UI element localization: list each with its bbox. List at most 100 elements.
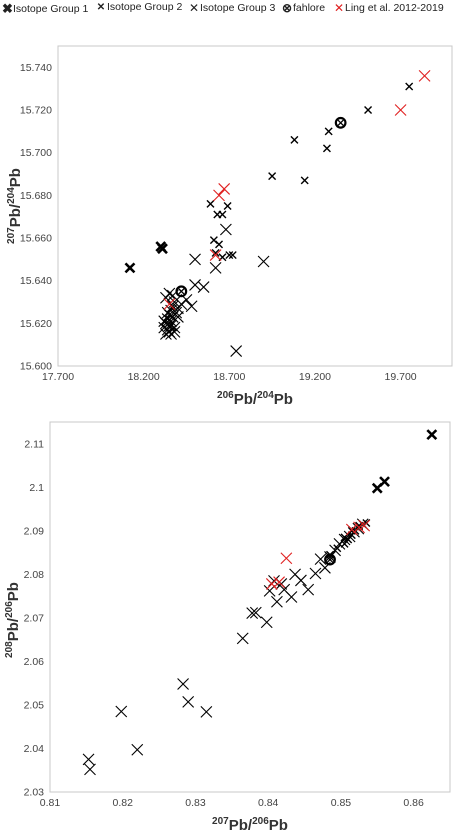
series-4 xyxy=(163,69,431,311)
x-marker-icon: ✕ xyxy=(334,1,345,15)
y-tick-label: 15.600 xyxy=(20,361,52,373)
data-point xyxy=(175,285,188,298)
data-point xyxy=(268,172,277,181)
data-point xyxy=(211,248,220,257)
y-tick-label: 2.06 xyxy=(24,656,45,668)
legend-item-ling: ✕ Ling et al. 2012-2019 xyxy=(334,1,444,15)
data-point xyxy=(257,255,270,268)
x-tick-label: 19.200 xyxy=(299,371,331,383)
plot-area-frame xyxy=(49,421,451,793)
series-0 xyxy=(124,241,168,274)
data-point xyxy=(131,743,144,756)
y-tick-label: 2.07 xyxy=(24,612,45,624)
data-point xyxy=(160,328,172,340)
y-tick-label: 15.740 xyxy=(20,62,52,74)
data-point xyxy=(379,476,390,488)
series-1 xyxy=(206,82,414,262)
data-point xyxy=(394,104,407,116)
data-point xyxy=(165,319,177,332)
data-point xyxy=(189,253,201,266)
y-tick-label: 15.700 xyxy=(20,147,52,159)
legend-item-group2: ✕ Isotope Group 2 xyxy=(96,1,183,13)
data-point xyxy=(246,607,259,619)
y-tick-label: 15.620 xyxy=(20,318,52,330)
data-point xyxy=(295,574,307,587)
data-point xyxy=(278,583,291,596)
data-point xyxy=(213,189,225,202)
series-3 xyxy=(324,553,336,566)
plot-area-frame xyxy=(57,45,453,367)
data-point xyxy=(300,176,309,185)
data-point xyxy=(334,116,347,129)
y-tick-label: 15.720 xyxy=(20,105,52,117)
data-point xyxy=(405,82,414,91)
data-point xyxy=(223,202,232,210)
data-point xyxy=(236,632,249,645)
data-point xyxy=(265,578,278,590)
data-point xyxy=(206,199,215,208)
legend-label: Ling et al. 2012-2019 xyxy=(345,2,444,14)
data-points xyxy=(82,429,438,776)
x-tick-label: 0.83 xyxy=(185,797,206,809)
data-point xyxy=(426,429,438,441)
data-point xyxy=(84,763,96,776)
x-tick-label: 0.84 xyxy=(258,797,279,809)
y-tick-label: 2.09 xyxy=(24,525,45,537)
y-tick-label: 2.1 xyxy=(29,482,44,494)
data-point xyxy=(314,553,327,566)
x-tick-label: 17.700 xyxy=(42,371,74,383)
data-point xyxy=(168,321,181,334)
data-point xyxy=(165,328,177,340)
y-tick-label: 2.03 xyxy=(24,787,45,799)
x-tick-label: 18.700 xyxy=(213,371,245,383)
data-point xyxy=(182,696,195,708)
data-point xyxy=(290,135,299,144)
data-point xyxy=(418,69,431,82)
legend-label: Isotope Group 3 xyxy=(200,2,276,14)
data-point xyxy=(302,583,315,596)
chart-legend: ✖ Isotope Group 1 ✕ Isotope Group 2 ✕ Is… xyxy=(0,0,474,16)
x-marker-icon: ✖ xyxy=(2,1,13,16)
data-point xyxy=(322,144,331,153)
legend-label: Isotope Group 1 xyxy=(13,3,89,15)
scatter-chart-207-204-vs-206-204: 17.700 18.200 18.700 19.200 19.700 15.600 15.6… xyxy=(6,45,453,408)
data-point xyxy=(82,753,95,766)
y-tick-label: 2.05 xyxy=(24,699,45,711)
data-point xyxy=(163,298,176,311)
scatter-chart-208-206-vs-207-206: 0.81 0.82 0.83 0.84 0.85 0.86 2.03 2.04 2.05 2.06… xyxy=(4,421,451,834)
data-point xyxy=(177,678,189,690)
x-tick-label: 18.200 xyxy=(128,371,160,383)
legend-label: fahlore xyxy=(293,2,326,14)
data-point xyxy=(230,345,243,357)
x-tick-label: 0.81 xyxy=(40,797,61,809)
legend-label: Isotope Group 2 xyxy=(107,1,183,13)
data-point xyxy=(345,523,358,536)
y-tick-label: 15.640 xyxy=(20,275,52,287)
data-point xyxy=(225,251,234,260)
x-tick-label: 0.82 xyxy=(113,797,134,809)
data-points xyxy=(124,69,431,357)
y-tick-label: 2.11 xyxy=(24,438,44,450)
data-point xyxy=(260,616,273,629)
series-2 xyxy=(158,223,270,357)
data-point xyxy=(168,325,181,338)
data-point xyxy=(185,300,198,313)
x-marker-icon: ✕ xyxy=(189,1,200,15)
data-point xyxy=(189,279,201,291)
legend-item-group3: ✕ Isotope Group 3 xyxy=(189,1,275,15)
data-point xyxy=(271,595,283,608)
x-axis-title: 206Pb/204Pb xyxy=(217,390,293,408)
legend-item-fahlore: ⊗ fahlore xyxy=(282,1,325,15)
data-point xyxy=(219,223,232,236)
data-point xyxy=(273,576,285,589)
data-point xyxy=(249,606,262,619)
data-point xyxy=(124,262,136,274)
data-point xyxy=(172,311,184,323)
x-marker-icon: ✕ xyxy=(96,1,106,13)
y-axis-title: 207Pb/204Pb xyxy=(6,168,24,244)
data-point xyxy=(268,574,280,587)
series-3 xyxy=(175,116,347,298)
y-tick-label: 2.08 xyxy=(24,569,45,581)
data-point xyxy=(358,519,371,532)
data-point xyxy=(218,183,231,195)
